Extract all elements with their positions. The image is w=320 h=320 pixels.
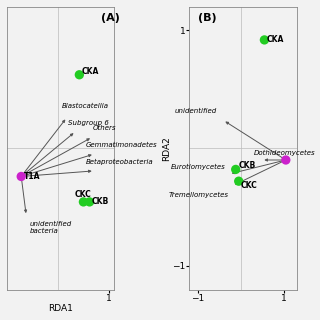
Text: unidentified: unidentified xyxy=(175,108,217,114)
Text: (B): (B) xyxy=(198,12,217,23)
Text: CKC: CKC xyxy=(74,190,91,199)
Point xyxy=(87,199,92,204)
Point xyxy=(233,167,238,172)
Text: CKA: CKA xyxy=(82,68,99,76)
Text: Tremellomycetes: Tremellomycetes xyxy=(169,192,229,198)
Text: CKB: CKB xyxy=(92,197,109,206)
Point xyxy=(283,157,288,163)
Text: Eurotiomycetes: Eurotiomycetes xyxy=(171,164,226,170)
Text: (A): (A) xyxy=(101,12,120,23)
Text: CKA: CKA xyxy=(267,36,284,44)
Y-axis label: RDA2: RDA2 xyxy=(162,136,171,161)
Text: Dothideomycetes: Dothideomycetes xyxy=(254,150,315,156)
Text: Blastocatellia: Blastocatellia xyxy=(62,103,109,109)
Text: CKB: CKB xyxy=(238,161,256,170)
Point xyxy=(262,37,267,43)
Text: unidentified
bacteria: unidentified bacteria xyxy=(30,221,72,234)
Text: Betaproteobacteria: Betaproteobacteria xyxy=(86,159,154,165)
Point xyxy=(19,174,24,179)
Point xyxy=(236,179,241,184)
Text: Others: Others xyxy=(92,125,116,132)
X-axis label: RDA1: RDA1 xyxy=(48,304,73,313)
Text: Subgroup 6: Subgroup 6 xyxy=(68,120,109,126)
Text: T1A: T1A xyxy=(24,172,40,181)
Text: CKC: CKC xyxy=(240,181,257,190)
Text: Gemmatimonadetes: Gemmatimonadetes xyxy=(86,142,157,148)
Point xyxy=(77,72,82,77)
Point xyxy=(81,199,86,204)
